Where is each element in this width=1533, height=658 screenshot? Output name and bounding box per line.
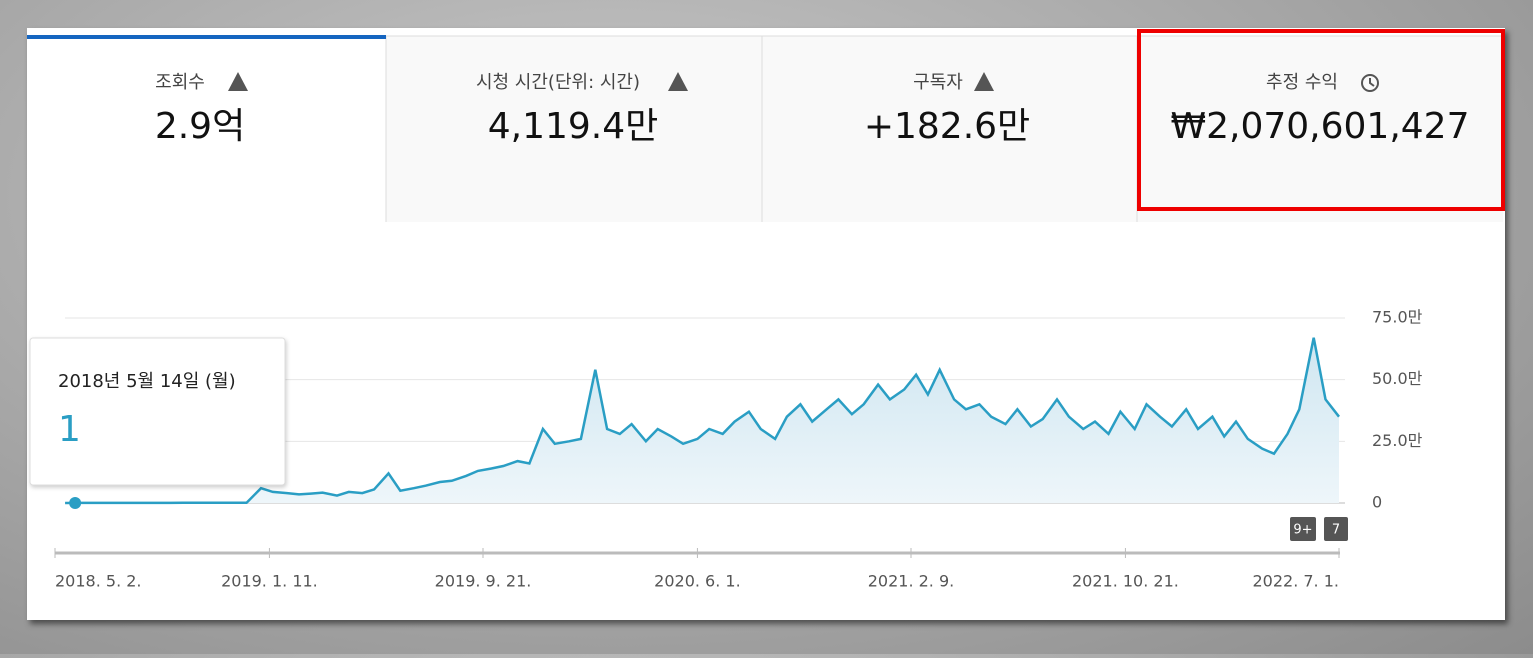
y-tick-label: 50.0만: [1372, 369, 1423, 388]
badge[interactable]: [1290, 517, 1316, 541]
card-value: 4,119.4만: [488, 106, 659, 147]
warning-icons: [228, 72, 994, 91]
card-value: +182.6만: [864, 106, 1030, 147]
y-tick-label: 75.0만: [1372, 308, 1423, 327]
x-tick-label: 2020. 6. 1.: [654, 572, 741, 591]
tooltip-value: 1: [58, 409, 81, 450]
card-value: 2.9억: [155, 106, 245, 147]
y-tick-label: 0: [1372, 493, 1382, 512]
clock-icon: [1361, 74, 1379, 92]
x-tick-label: 2021. 10. 21.: [1072, 572, 1179, 591]
y-tick-label: 25.0만: [1372, 431, 1423, 450]
x-tick-label: 2022. 7. 1.: [1252, 572, 1339, 591]
clock-hand: [1369, 78, 1375, 87]
badge[interactable]: [1324, 517, 1348, 541]
active-indicator: [27, 35, 386, 39]
line: [65, 337, 1340, 505]
card-title: 조회수: [155, 72, 205, 93]
card-value: ₩2,070,601,427: [1171, 106, 1470, 147]
badge-label: 7: [1332, 523, 1340, 538]
card-title: 구독자: [913, 72, 963, 93]
area: [65, 337, 1340, 503]
x-tick-label: 2019. 1. 11.: [221, 572, 318, 591]
highlight-box: [1137, 29, 1505, 211]
tooltip: [29, 337, 286, 486]
tooltip-date: 2018년 5월 14일 (월): [58, 371, 236, 392]
x-tick-label: 2019. 9. 21.: [435, 572, 532, 591]
x-tick-label: 2021. 2. 9.: [868, 572, 955, 591]
card-title: 추정 수익: [1266, 72, 1338, 93]
badge-label: 9+: [1293, 523, 1312, 538]
x-tick-label: 2018. 5. 2.: [55, 572, 142, 591]
card-bg: [386, 36, 1503, 222]
card-title: 시청 시간(단위: 시간): [476, 72, 640, 93]
point: [69, 496, 82, 509]
